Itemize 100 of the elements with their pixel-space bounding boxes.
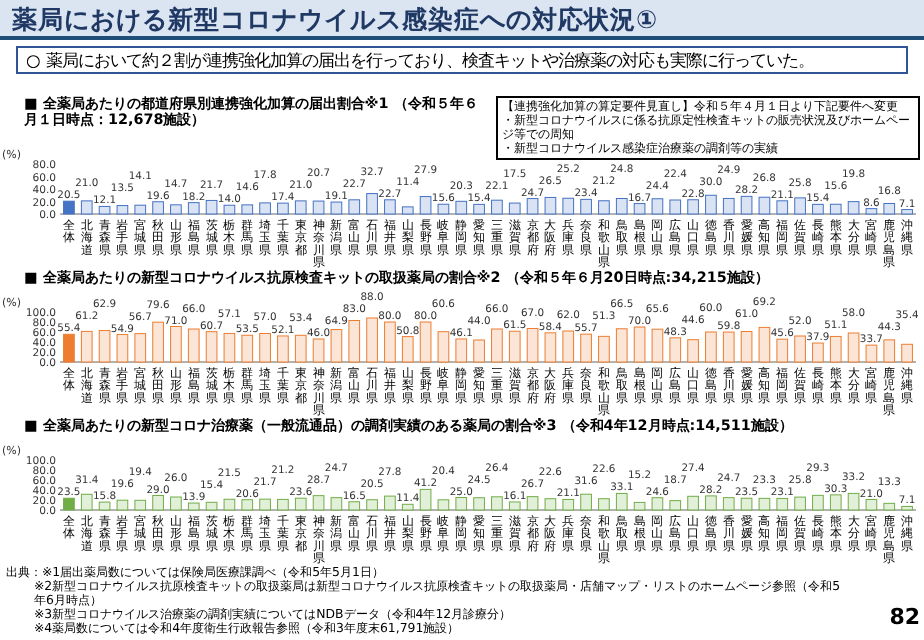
bar (473, 203, 485, 215)
bar (455, 200, 468, 215)
bar (241, 499, 254, 511)
bar (98, 501, 111, 511)
bar (116, 334, 129, 363)
bar (508, 202, 521, 215)
bar (80, 200, 93, 215)
bar (152, 495, 164, 511)
bar (633, 501, 646, 511)
bar (277, 202, 289, 215)
bar (312, 338, 325, 363)
bar (437, 331, 450, 363)
bar (722, 497, 735, 511)
bar (401, 206, 414, 215)
bar (384, 199, 396, 215)
bar (419, 321, 432, 363)
bar (615, 328, 628, 363)
bar (455, 338, 468, 363)
bar (901, 209, 913, 215)
bar (491, 328, 503, 363)
bar (134, 204, 147, 215)
bar (205, 501, 218, 511)
bar (348, 320, 361, 363)
bar (687, 199, 699, 215)
bar (491, 199, 503, 215)
bar (705, 331, 717, 363)
bar (776, 200, 789, 215)
bar (205, 331, 218, 363)
bar (829, 335, 842, 363)
bar (794, 335, 806, 363)
bar (116, 499, 129, 511)
bar (865, 499, 878, 511)
bar (187, 328, 200, 363)
bar (419, 488, 432, 511)
bar (294, 497, 307, 511)
bar (259, 333, 271, 363)
bar (562, 330, 575, 363)
bar (223, 498, 236, 511)
bar (437, 499, 450, 511)
bar (758, 196, 771, 215)
bar (152, 321, 164, 363)
bar (633, 203, 646, 215)
bar (419, 196, 432, 215)
bar (687, 495, 699, 511)
bar (544, 498, 557, 511)
bar (473, 339, 485, 363)
bar (865, 208, 878, 215)
bar (669, 337, 682, 363)
bar (669, 199, 682, 215)
bar (187, 202, 200, 215)
bar (722, 197, 735, 215)
bar (312, 200, 325, 215)
bar (312, 495, 325, 511)
bar (740, 331, 753, 363)
bar (473, 497, 485, 511)
bar (205, 199, 218, 215)
text: ○ 薬局において約２割が連携強化加算の届出を行っており、検査キットや治療薬の対応も実際に行っていた。 (16, 46, 908, 74)
bar (491, 496, 503, 511)
bar (758, 497, 771, 511)
bar (187, 502, 200, 511)
bar (562, 197, 575, 215)
bar (812, 494, 824, 511)
bar (366, 499, 378, 511)
bar (615, 198, 628, 215)
bar (134, 499, 147, 511)
bar (776, 338, 789, 363)
bar (401, 336, 414, 363)
bar (330, 201, 343, 215)
bar (170, 496, 182, 511)
bar (134, 333, 147, 363)
bar (669, 500, 682, 511)
bar (865, 344, 878, 363)
bar (277, 335, 289, 363)
bar (812, 342, 824, 363)
bar (883, 203, 896, 215)
bar (401, 503, 414, 511)
bar (812, 203, 824, 215)
bar (580, 493, 592, 511)
bar (847, 332, 860, 363)
bar (223, 332, 236, 363)
bar (598, 498, 610, 511)
bar (651, 198, 664, 215)
bar (740, 497, 753, 511)
bar (883, 339, 896, 363)
bar (330, 497, 343, 511)
bar (63, 333, 75, 363)
bar (794, 197, 806, 215)
bar (580, 198, 592, 215)
bar (63, 200, 75, 215)
bar (80, 330, 93, 363)
bar (259, 498, 271, 511)
bar (776, 497, 789, 511)
bar (633, 326, 646, 363)
text: 82 (887, 604, 920, 630)
bar (687, 339, 699, 363)
bar (348, 199, 361, 215)
bar (455, 497, 468, 511)
bar (366, 317, 378, 363)
bar (580, 333, 592, 363)
text: 薬局における新型コロナウイルス感染症への対応状況① (0, 0, 924, 40)
